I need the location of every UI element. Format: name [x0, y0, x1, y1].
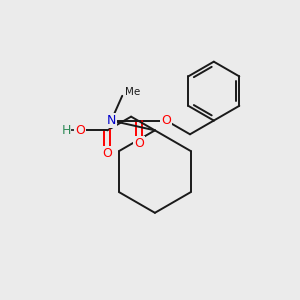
Text: O: O	[161, 114, 171, 127]
Text: N: N	[106, 114, 116, 127]
Text: O: O	[134, 137, 144, 150]
Text: O: O	[102, 147, 112, 160]
Text: O: O	[75, 124, 85, 137]
Text: Me: Me	[125, 87, 140, 97]
Text: H: H	[61, 124, 71, 137]
